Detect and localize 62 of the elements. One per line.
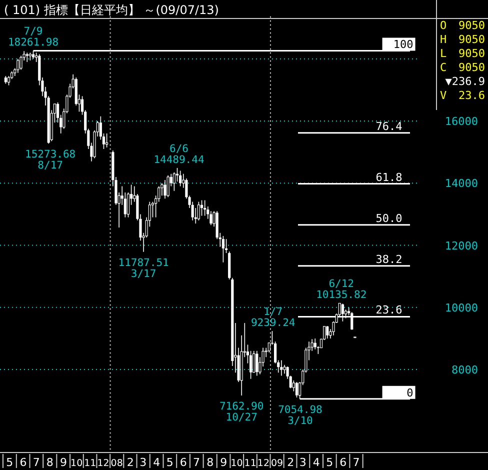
annotation: 7162.90 xyxy=(219,400,264,413)
x-tick-label: 9 xyxy=(220,456,228,469)
annotation: 6/12 xyxy=(328,278,354,290)
annotation: 38.2 xyxy=(376,252,402,266)
x-tick-label: 10 xyxy=(70,458,83,469)
annotation: 76.4 xyxy=(376,120,403,133)
x-tick-label: 5 xyxy=(6,456,14,469)
x-tick-label: 4 xyxy=(153,456,160,469)
annotation: 0 xyxy=(406,386,414,400)
x-tick-label: 6 xyxy=(340,456,347,469)
annotation: V 23.6 xyxy=(440,89,485,102)
chart-title: ( 101) 指標【日経平均】 ～(09/07/13) xyxy=(4,3,219,17)
x-tick-label: 3 xyxy=(299,456,306,469)
annotation: 50.0 xyxy=(376,212,402,225)
x-tick-label: 7 xyxy=(32,456,40,469)
x-tick-label: 11 xyxy=(84,458,96,469)
annotation: 6/6 xyxy=(170,142,188,155)
annotation: 10135.82 xyxy=(316,289,367,302)
x-tick-label: 2 xyxy=(126,456,134,469)
x-tick-label: 09 xyxy=(270,458,284,469)
x-tick-label: 3 xyxy=(140,456,147,469)
x-tick-label: 08 xyxy=(110,458,123,469)
annotation: O 9050 xyxy=(440,19,485,32)
x-tick-label: 10 xyxy=(230,458,243,469)
annotation: 15273.68 xyxy=(25,148,76,161)
x-tick-label: 7 xyxy=(352,456,360,469)
annotation: H 9050 xyxy=(440,33,485,46)
y-tick-label: 16000 xyxy=(444,115,478,128)
annotation: 10/27 xyxy=(226,412,258,424)
annotation: 3/10 xyxy=(288,414,313,427)
annotation: C 9050 xyxy=(440,61,485,74)
x-tick-label: 2 xyxy=(287,456,294,469)
annotation: ▼236.9 xyxy=(445,75,485,88)
x-tick-label: 11 xyxy=(244,458,256,469)
annotation: 7/9 xyxy=(24,26,43,38)
annotation: 9239.24 xyxy=(250,317,296,330)
x-tick-label: 5 xyxy=(166,456,174,469)
annotation: 8/17 xyxy=(38,160,63,172)
y-tick-label: 10000 xyxy=(444,301,478,314)
annotation: 11787.51 xyxy=(118,256,169,269)
x-tick-label: 8 xyxy=(206,456,214,469)
y-tick-label: 8000 xyxy=(452,364,478,377)
x-tick-label: 4 xyxy=(312,456,320,469)
annotation: 100 xyxy=(393,38,414,52)
annotation: L 9050 xyxy=(440,47,485,60)
y-tick-label: 14000 xyxy=(444,177,478,190)
annotation: 18261.98 xyxy=(8,36,59,49)
x-tick-label: 9 xyxy=(60,456,67,469)
x-tick-label: 12 xyxy=(257,458,270,469)
annotation: 23.6 xyxy=(376,304,402,317)
x-tick-label: 7 xyxy=(193,456,200,469)
annotation: 7054.98 xyxy=(278,404,322,416)
y-tick-label: 12000 xyxy=(444,239,478,252)
annotation: 1/7 xyxy=(264,306,283,318)
x-tick-label: 5 xyxy=(326,456,334,469)
x-tick-label: 6 xyxy=(180,456,187,469)
x-tick-label: 8 xyxy=(46,456,54,469)
annotation: 14489.44 xyxy=(154,154,204,166)
x-tick-label: 12 xyxy=(97,458,110,469)
annotation: 3/17 xyxy=(130,268,156,280)
annotation: 61.8 xyxy=(376,170,402,184)
x-tick-label: 6 xyxy=(20,456,27,469)
